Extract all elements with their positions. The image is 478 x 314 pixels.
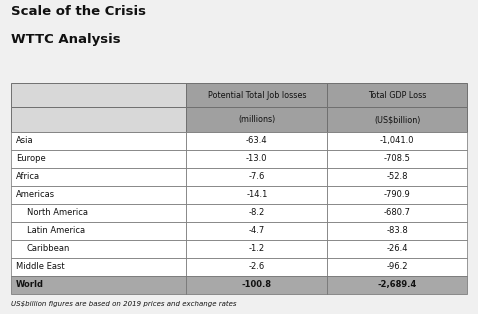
Text: Asia: Asia xyxy=(16,136,33,145)
Bar xyxy=(327,107,467,132)
Text: Africa: Africa xyxy=(16,172,40,181)
Text: (US$billion): (US$billion) xyxy=(374,115,421,124)
Text: -1.2: -1.2 xyxy=(249,244,265,253)
Bar xyxy=(11,240,186,257)
Text: (millions): (millions) xyxy=(238,115,275,124)
Text: Middle East: Middle East xyxy=(16,262,65,271)
Text: Europe: Europe xyxy=(16,154,46,163)
Bar xyxy=(11,132,186,149)
Bar xyxy=(11,222,186,240)
Text: Total GDP Loss: Total GDP Loss xyxy=(368,91,426,100)
Bar xyxy=(327,276,467,294)
Text: -26.4: -26.4 xyxy=(387,244,408,253)
Text: -100.8: -100.8 xyxy=(242,280,272,289)
Bar xyxy=(186,240,327,257)
Bar xyxy=(327,149,467,168)
Text: -680.7: -680.7 xyxy=(384,208,411,217)
Text: -790.9: -790.9 xyxy=(384,190,411,199)
Bar xyxy=(11,107,186,132)
Bar xyxy=(11,203,186,222)
Text: -13.0: -13.0 xyxy=(246,154,268,163)
Text: -14.1: -14.1 xyxy=(246,190,268,199)
Text: North America: North America xyxy=(26,208,87,217)
Bar xyxy=(327,132,467,149)
Bar xyxy=(11,149,186,168)
Bar xyxy=(11,276,186,294)
Text: World: World xyxy=(16,280,44,289)
Bar xyxy=(11,168,186,186)
Bar xyxy=(186,222,327,240)
Bar xyxy=(327,257,467,276)
Text: US$billion figures are based on 2019 prices and exchange rates: US$billion figures are based on 2019 pri… xyxy=(11,301,236,307)
Bar xyxy=(186,132,327,149)
Text: Latin America: Latin America xyxy=(26,226,85,235)
Text: Scale of the Crisis: Scale of the Crisis xyxy=(11,5,145,18)
Bar xyxy=(186,257,327,276)
Text: Americas: Americas xyxy=(16,190,55,199)
Text: -4.7: -4.7 xyxy=(249,226,265,235)
Text: Potential Total Job losses: Potential Total Job losses xyxy=(207,91,306,100)
Bar xyxy=(186,276,327,294)
Text: -708.5: -708.5 xyxy=(384,154,411,163)
Bar xyxy=(11,83,186,107)
Bar xyxy=(327,240,467,257)
Text: Caribbean: Caribbean xyxy=(26,244,70,253)
Bar xyxy=(186,83,327,107)
Text: -8.2: -8.2 xyxy=(249,208,265,217)
Text: -52.8: -52.8 xyxy=(387,172,408,181)
Bar xyxy=(11,186,186,203)
Text: -83.8: -83.8 xyxy=(387,226,408,235)
Text: -2.6: -2.6 xyxy=(249,262,265,271)
Bar xyxy=(186,149,327,168)
Bar xyxy=(186,107,327,132)
Bar xyxy=(327,203,467,222)
Bar xyxy=(327,222,467,240)
Text: -7.6: -7.6 xyxy=(249,172,265,181)
Bar xyxy=(186,186,327,203)
Text: WTTC Analysis: WTTC Analysis xyxy=(11,33,120,46)
Bar xyxy=(327,168,467,186)
Text: -63.4: -63.4 xyxy=(246,136,268,145)
Bar xyxy=(327,83,467,107)
Bar xyxy=(186,203,327,222)
Text: -2,689.4: -2,689.4 xyxy=(378,280,417,289)
Text: -1,041.0: -1,041.0 xyxy=(380,136,414,145)
Text: -96.2: -96.2 xyxy=(387,262,408,271)
Bar xyxy=(327,186,467,203)
Bar xyxy=(11,257,186,276)
Bar xyxy=(186,168,327,186)
